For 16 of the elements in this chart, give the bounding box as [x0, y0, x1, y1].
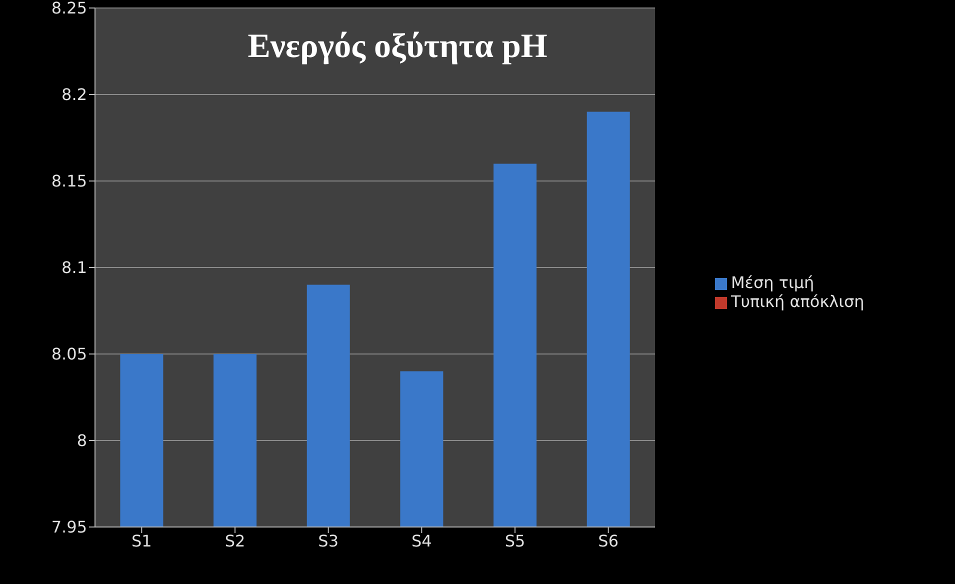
text: Ενεργός οξύτητα pH: [246, 28, 548, 66]
y-tick-label: 8.05: [51, 344, 87, 364]
y-tick-label: 8.25: [51, 0, 87, 18]
y-tick-label: 7.95: [51, 518, 87, 537]
y-tick-label: 8.15: [51, 172, 87, 191]
y-tick-label: 8.2: [62, 85, 87, 104]
y-tick-label: 8: [76, 431, 87, 450]
legend-label: Τυπική απόκλιση: [731, 292, 864, 311]
x-tick-label: S5: [504, 531, 526, 550]
legend-label: Μέση τιμή: [731, 273, 814, 292]
x-tick-label: S1: [131, 531, 152, 550]
x-tick-label: S4: [411, 531, 432, 550]
x-tick-label: S2: [224, 531, 246, 550]
y-tick-label: 8.1: [62, 258, 87, 278]
x-tick-label: S3: [318, 531, 339, 550]
x-tick-label: S6: [598, 531, 619, 550]
